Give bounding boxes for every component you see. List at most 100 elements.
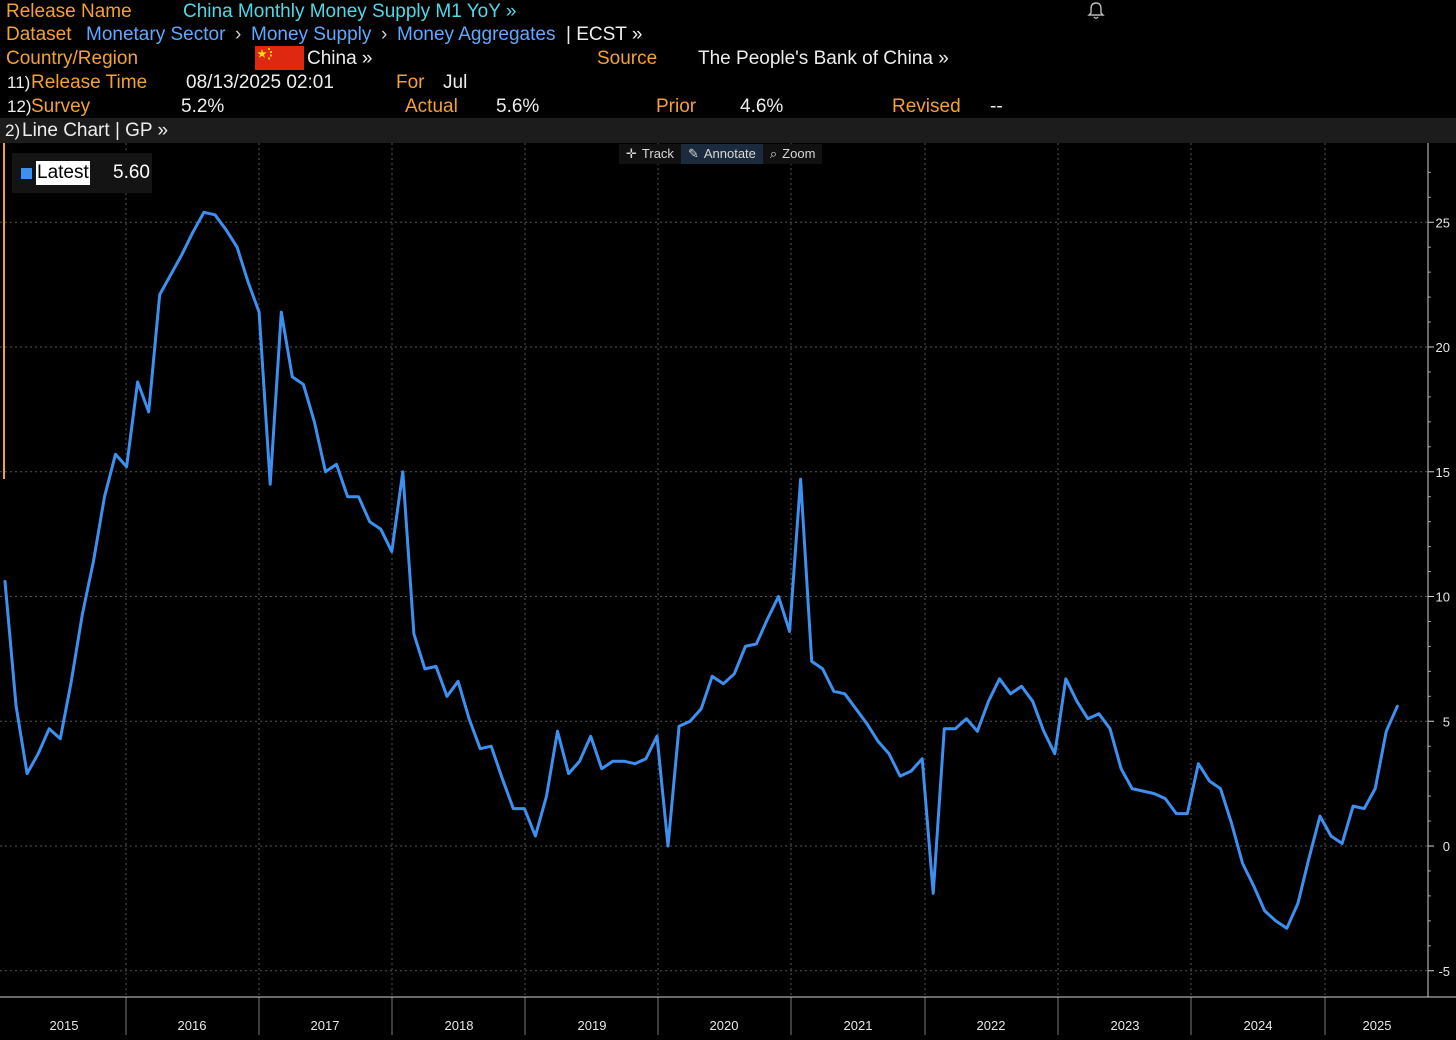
data-point [1341, 842, 1344, 845]
crosshair-icon: ✛ [626, 146, 637, 161]
dataset-label: Dataset [6, 24, 72, 45]
y-tick-label: 25 [1436, 215, 1450, 230]
dataset-ecst-link[interactable]: | ECST » [566, 24, 643, 45]
data-point [1308, 857, 1311, 860]
x-tick-label: 2016 [178, 1018, 207, 1033]
data-point [1297, 902, 1300, 905]
data-point [832, 690, 835, 693]
data-point [855, 707, 858, 710]
data-point [1263, 910, 1266, 913]
x-tick-label: 2020 [710, 1018, 739, 1033]
data-point [921, 757, 924, 760]
survey-row-number[interactable]: 12) [7, 97, 32, 116]
y-tick-label: 20 [1436, 340, 1450, 355]
breadcrumb-money-supply[interactable]: Money Supply [251, 24, 372, 45]
annotate-button[interactable]: ✎ Annotate [680, 144, 763, 164]
data-point [1363, 807, 1366, 810]
data-point [247, 281, 250, 284]
header-row-release: Release Name China Monthly Money Supply … [0, 0, 1456, 24]
data-point [910, 770, 913, 773]
x-tick-label: 2022 [977, 1018, 1006, 1033]
chart-area[interactable]: -5 0 5 10 15 20 25 2015 2016 2017 2018 2019 2020 2021… [0, 143, 1456, 1035]
header-row-release-time: 11) Release Time 08/13/2025 02:01 For Ju… [0, 71, 1456, 95]
data-point [711, 675, 714, 678]
breadcrumb-monetary-sector[interactable]: Monetary Sector [86, 24, 226, 45]
source-link[interactable]: The People's Bank of China » [698, 48, 949, 69]
data-point [578, 760, 581, 763]
data-point [622, 760, 625, 763]
data-point [225, 228, 228, 231]
china-flag-icon [255, 46, 304, 70]
prior-label: Prior [656, 96, 697, 117]
data-point [192, 231, 195, 234]
data-point [678, 725, 681, 728]
header-row-survey: 12) Survey 5.2% Actual 5.6% Prior 4.6% R… [0, 95, 1456, 119]
data-point [998, 677, 1001, 680]
revised-label: Revised [892, 96, 961, 117]
x-tick-label: 2021 [844, 1018, 873, 1033]
chart-left-accent [3, 143, 5, 479]
data-point [534, 835, 537, 838]
data-point [1396, 705, 1399, 708]
country-link[interactable]: China » [307, 48, 373, 69]
data-point [1064, 677, 1067, 680]
data-point [236, 246, 239, 249]
release-name-label: Release Name [6, 1, 132, 22]
data-point [799, 478, 802, 481]
zoom-button[interactable]: ⌕ Zoom [763, 144, 823, 164]
data-point [413, 633, 416, 636]
chart-legend[interactable]: Latest 5.60 [12, 153, 152, 193]
data-point [899, 775, 902, 778]
data-point [611, 760, 614, 763]
release-time-row-number[interactable]: 11) [7, 73, 31, 92]
legend-swatch [21, 168, 32, 179]
breadcrumb-money-aggregates[interactable]: Money Aggregates [397, 24, 556, 45]
data-point [15, 705, 18, 708]
x-tick-label: 2023 [1111, 1018, 1140, 1033]
header-row-country: Country/Region China » Source The People… [0, 47, 1456, 71]
pencil-icon: ✎ [687, 146, 699, 161]
data-point [1330, 835, 1333, 838]
data-point [1230, 822, 1233, 825]
data-point [545, 795, 548, 798]
header-row-dataset: Dataset Monetary Sector › Money Supply ›… [0, 23, 1456, 47]
survey-value: 5.2% [181, 96, 225, 117]
data-point [733, 672, 736, 675]
data-point [357, 495, 360, 498]
data-point [777, 595, 780, 598]
data-point [954, 727, 957, 730]
data-point [1153, 792, 1156, 795]
x-tick-label: 2015 [50, 1018, 79, 1033]
survey-label: Survey [31, 96, 91, 117]
bell-icon[interactable] [1086, 1, 1106, 28]
data-point [634, 762, 637, 765]
breadcrumb-separator-icon: › [381, 24, 388, 45]
y-tick-label: 0 [1443, 839, 1450, 854]
data-point [1042, 730, 1045, 733]
actual-value: 5.6% [496, 96, 540, 117]
data-point [70, 680, 73, 683]
data-point [689, 720, 692, 723]
chart-toolbar: ✛ Track ✎ Annotate ⌕ Zoom [619, 144, 823, 164]
data-point [567, 772, 570, 775]
revised-value: -- [990, 96, 1003, 117]
data-point [1352, 805, 1355, 808]
data-point [888, 752, 891, 755]
data-point [744, 645, 747, 648]
track-label: Track [641, 146, 674, 161]
chart-type-bar: 2) Line Chart | GP » [0, 118, 1456, 143]
series-line-latest [3, 210, 1399, 930]
chart-type-number[interactable]: 2) [5, 121, 21, 140]
data-point [1197, 762, 1200, 765]
y-tick-label: -5 [1438, 964, 1450, 979]
data-point [1285, 927, 1288, 930]
data-point [1252, 885, 1255, 888]
track-button[interactable]: ✛ Track [619, 144, 681, 164]
data-point [788, 630, 791, 633]
y-tick-label: 10 [1436, 590, 1450, 605]
chart-type-link[interactable]: Line Chart | GP » [22, 120, 169, 141]
data-point [1120, 767, 1123, 770]
data-point [556, 730, 559, 733]
release-name-link[interactable]: China Monthly Money Supply M1 YoY » [183, 1, 517, 22]
